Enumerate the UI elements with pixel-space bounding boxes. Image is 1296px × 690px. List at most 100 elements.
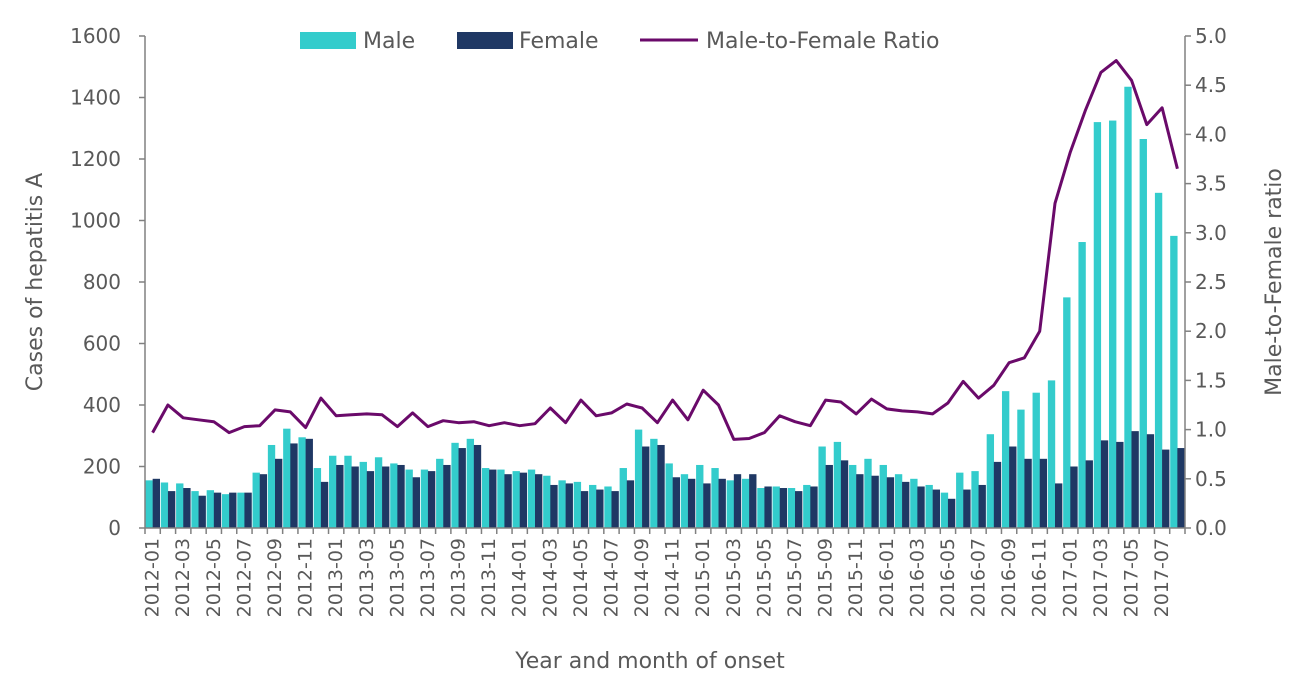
bar-male-2012-11 [298,437,305,528]
y2-tick-label: 1.0 [1195,418,1227,442]
x-tick-label: 2016-11 [1029,538,1051,617]
bar-female-2016-06 [963,490,970,528]
x-tick-label: 2012-01 [142,538,164,617]
bar-female-2014-06 [596,490,603,528]
bar-female-2017-07 [1162,450,1169,528]
bar-female-2012-02 [168,491,175,528]
axes-layer: 020040060080010001200140016000.00.51.01.… [70,24,1227,617]
legend-label-male: Male [363,29,415,54]
bar-female-2016-08 [994,462,1001,528]
x-tick-label: 2014-09 [631,538,653,617]
bar-male-2012-10 [283,429,290,528]
bar-male-2012-04 [191,491,198,528]
y-tick-label: 600 [83,332,121,356]
bar-male-2013-01 [329,456,336,528]
y-tick-label: 0 [108,516,121,540]
x-tick-label: 2017-03 [1090,538,1112,617]
bar-male-2012-03 [176,483,183,528]
bar-female-2014-04 [566,483,573,528]
bar-female-2017-04 [1116,442,1123,528]
bar-male-2012-08 [253,473,260,528]
x-tick-label: 2014-03 [539,538,561,617]
bar-female-2012-11 [306,439,313,528]
bar-female-2015-09 [826,465,833,528]
y-tick-label: 200 [83,455,121,479]
bar-male-2013-12 [497,470,504,528]
bar-male-2014-05 [574,482,581,528]
legend-swatch-female [457,32,513,49]
bar-female-2016-04 [933,490,940,528]
bar-male-2014-11 [666,463,673,528]
x-tick-label: 2013-07 [417,538,439,617]
y-tick-label: 1200 [70,147,121,171]
bar-female-2013-05 [397,465,404,528]
bar-male-2017-02 [1078,242,1085,528]
x-tick-label: 2013-09 [448,538,470,617]
bar-female-2014-05 [581,491,588,528]
bar-female-2013-03 [367,471,374,528]
bar-male-2016-01 [880,465,887,528]
x-tick-label: 2013-01 [325,538,347,617]
bar-male-2015-11 [849,465,856,528]
bar-male-2014-09 [635,430,642,528]
y-tick-label: 1600 [70,24,121,48]
y-tick-label: 400 [83,393,121,417]
bar-male-2016-10 [1017,410,1024,528]
bar-female-2016-11 [1040,459,1047,528]
x-tick-label: 2015-03 [723,538,745,617]
bar-male-2013-07 [421,470,428,528]
legend: Male Female Male-to-Female Ratio [300,29,940,54]
bar-female-2015-10 [841,460,848,528]
y2-tick-label: 0.5 [1195,467,1227,491]
bar-male-2016-04 [926,485,933,528]
bar-female-2012-04 [199,496,206,528]
bar-male-2013-10 [467,439,474,528]
bar-male-2013-09 [451,443,458,528]
x-tick-label: 2016-05 [937,538,959,617]
bar-male-2017-03 [1094,122,1101,528]
x-tick-label: 2012-09 [264,538,286,617]
bar-female-2014-10 [657,445,664,528]
bar-male-2013-04 [375,457,382,528]
bar-male-2016-07 [971,471,978,528]
bar-female-2012-10 [290,443,297,528]
bar-male-2013-02 [344,456,351,528]
y-tick-label: 800 [83,270,121,294]
bar-male-2016-09 [1002,391,1009,528]
bar-female-2012-03 [183,488,190,528]
bar-female-2013-07 [428,471,435,528]
bar-female-2013-10 [474,445,481,528]
bar-female-2013-04 [382,467,389,529]
bar-male-2014-07 [604,486,611,528]
bar-female-2016-07 [979,485,986,528]
x-tick-label: 2013-03 [356,538,378,617]
x-tick-label: 2017-05 [1120,538,1142,617]
y2-tick-label: 0.0 [1195,516,1227,540]
y-tick-label: 1000 [70,209,121,233]
bar-male-2012-05 [207,490,214,528]
bar-male-2016-03 [910,479,917,528]
bar-male-2017-05 [1124,87,1131,528]
x-tick-label: 2015-11 [845,538,867,617]
x-tick-label: 2012-11 [295,538,317,617]
x-tick-label: 2014-11 [662,538,684,617]
bar-female-2016-05 [948,499,955,528]
x-tick-label: 2017-01 [1059,538,1081,617]
y-axis-title: Cases of hepatitis A [23,173,48,391]
bar-female-2016-03 [917,486,924,528]
y2-tick-label: 4.5 [1195,73,1227,97]
bar-male-2017-08 [1170,236,1177,528]
x-tick-label: 2016-09 [998,538,1020,617]
x-tick-label: 2014-01 [509,538,531,617]
bar-female-2013-11 [489,470,496,528]
x-tick-label: 2015-05 [753,538,775,617]
bar-male-2014-06 [589,485,596,528]
bar-female-2015-08 [810,486,817,528]
bar-female-2012-12 [321,482,328,528]
bar-female-2014-03 [550,485,557,528]
bar-male-2013-05 [390,463,397,528]
bar-female-2017-02 [1086,460,1093,528]
bar-male-2012-02 [161,482,168,528]
bar-male-2014-08 [620,468,627,528]
